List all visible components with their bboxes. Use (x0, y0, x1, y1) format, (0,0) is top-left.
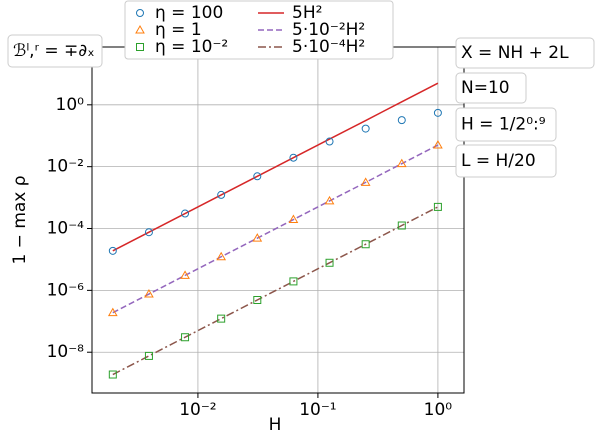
point (108, 246, 117, 255)
annotation: ℬˡ,ʳ = ∓∂ₓ (13, 41, 95, 61)
y-tick-label: 10⁰ (56, 95, 85, 115)
point (180, 270, 190, 279)
point (144, 351, 153, 360)
point (396, 158, 407, 168)
point (252, 233, 263, 242)
y-axis-label: 1 − max ρ (10, 175, 30, 264)
point (360, 177, 371, 186)
point (361, 240, 370, 249)
x-tick-label: 10⁻² (179, 400, 216, 420)
point (289, 153, 298, 162)
point (144, 289, 154, 298)
legend-label: 5H² (292, 3, 322, 23)
point (217, 314, 226, 323)
annotation: N=10 (461, 78, 510, 98)
x-tick-label: 10⁰ (424, 400, 453, 420)
y-tick-label: 10⁻⁸ (47, 342, 85, 362)
legend-label: η = 100 (155, 3, 223, 23)
x-axis-label: H (269, 415, 282, 435)
point (325, 137, 334, 146)
point (217, 190, 226, 199)
y-tick-label: 10⁻⁴ (47, 219, 85, 239)
point (253, 295, 262, 304)
point (144, 228, 153, 237)
legend-label: 5·10⁻⁴H² (292, 37, 365, 57)
point (108, 370, 117, 379)
annotation-box (455, 107, 557, 142)
series-line (112, 82, 439, 252)
point (288, 214, 299, 224)
legend-label: η = 10⁻² (155, 37, 228, 57)
point (433, 202, 442, 211)
legend-marker (136, 43, 144, 51)
point (216, 251, 227, 261)
point (325, 258, 334, 267)
point (324, 195, 335, 205)
legend-marker (136, 9, 144, 17)
series-line (112, 144, 439, 314)
annotation-box (7, 34, 103, 68)
annotation: H = 1/2⁰:⁹ (461, 115, 546, 135)
point (181, 209, 190, 218)
point (361, 124, 370, 133)
legend-marker (135, 24, 145, 34)
x-tick-label: 10⁻¹ (299, 400, 336, 420)
annotation: X = NH + 2L (461, 43, 569, 63)
y-tick-label: 10⁻² (47, 157, 84, 177)
point (181, 333, 190, 342)
y-tick-label: 10⁻⁶ (47, 280, 85, 300)
point (433, 108, 442, 117)
point (289, 277, 298, 286)
point (433, 140, 443, 149)
legend-label: η = 1 (155, 20, 202, 40)
annotation-box (455, 37, 595, 69)
series-line (112, 206, 439, 376)
annotation: L = H/20 (461, 151, 536, 171)
point (253, 172, 262, 181)
legend-label: 5·10⁻²H² (292, 20, 365, 40)
annotation-box (455, 72, 527, 104)
point (397, 221, 406, 230)
point (397, 116, 406, 125)
point (107, 307, 118, 317)
annotation-box (455, 144, 557, 178)
